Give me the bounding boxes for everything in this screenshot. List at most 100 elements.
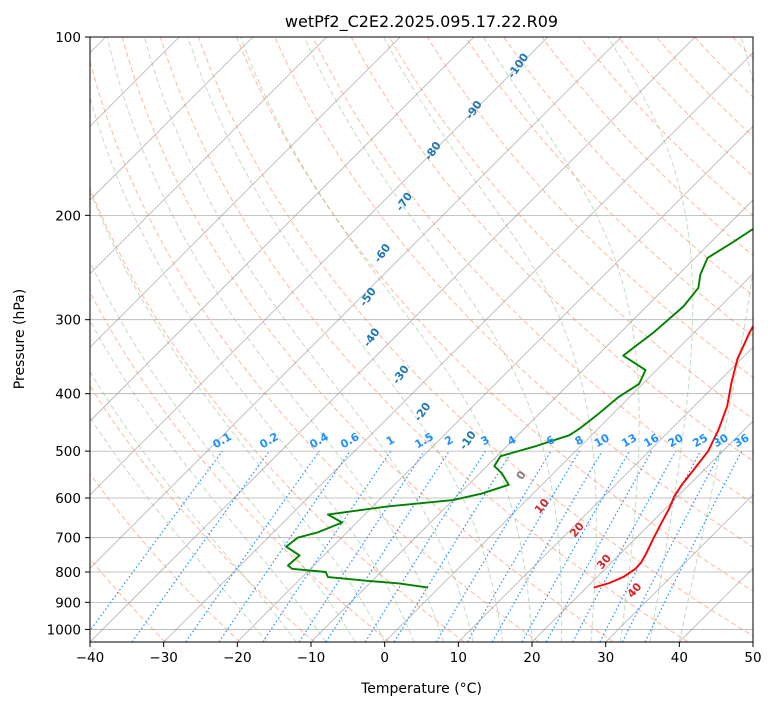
mixing-ratio-line — [131, 450, 270, 642]
x-tick-label: −30 — [149, 650, 178, 666]
mixing-ratio-line — [218, 450, 351, 642]
isotherm-line — [310, 199, 753, 642]
isotherm-line — [90, 37, 548, 496]
isotherm-line — [163, 52, 753, 642]
moist-adiabat-line — [90, 416, 268, 642]
y-tick-label: 900 — [55, 595, 81, 611]
isotherm-line — [384, 273, 753, 642]
isotherm-line — [90, 37, 327, 275]
mixing-ratio-line — [185, 450, 320, 642]
mixing-ratio-line — [393, 450, 513, 642]
moist-adiabat-label: 20 — [567, 520, 587, 540]
dry-adiabat-label: -40 — [361, 325, 383, 349]
mixing-ratio-line — [644, 450, 743, 642]
isotherm-line — [752, 641, 753, 642]
dry-adiabat-label: 0 — [514, 468, 529, 482]
sounding-series — [285, 227, 753, 589]
x-tick-label: −10 — [297, 650, 326, 666]
mixing-ratio-label: 3 — [479, 433, 492, 448]
x-tick-label: 10 — [450, 650, 467, 666]
isotherm-line — [90, 37, 401, 348]
dry-adiabat-line — [465, 37, 753, 337]
dry-adiabat-line — [236, 37, 753, 592]
dry-adiabat-line — [503, 37, 753, 297]
mixing-ratio-label: 0.2 — [257, 430, 280, 451]
y-tick-label: 800 — [55, 565, 81, 581]
isotherm-line — [531, 420, 753, 642]
moist-adiabat-line — [239, 37, 533, 642]
isobar-gridlines — [90, 37, 753, 630]
moist-adiabat-line — [482, 37, 640, 642]
moist-adiabat-line — [106, 37, 445, 642]
moist-adiabat-line — [90, 96, 415, 642]
moist-adiabat-line — [90, 370, 297, 642]
x-tick-label: 50 — [744, 650, 761, 666]
dry-adiabat-line — [350, 37, 753, 462]
dry-adiabat-line — [90, 186, 465, 642]
mixing-ratio-line — [521, 450, 631, 642]
y-tick-label: 100 — [55, 30, 81, 46]
dry-adiabat-line — [579, 37, 753, 217]
x-axis-label: Temperature (°C) — [360, 681, 482, 697]
x-tick-label: 40 — [671, 650, 688, 666]
mixing-ratio-label: 13 — [619, 431, 639, 450]
skewed-isotherms — [90, 37, 753, 642]
y-tick-label: 300 — [55, 313, 81, 329]
dry-adiabat-label: -20 — [411, 400, 433, 424]
moist-adiabat-line — [607, 37, 694, 642]
mixing-ratio-label: 25 — [690, 431, 710, 450]
isotherm-line — [90, 37, 622, 569]
mixing-ratio-label: 0.4 — [307, 430, 331, 451]
y-tick-label: 600 — [55, 491, 81, 507]
dry-adiabat-label: -50 — [357, 285, 379, 309]
isotherm-line — [90, 37, 475, 422]
y-tick-label: 1000 — [47, 622, 81, 638]
x-tick-label: −20 — [223, 650, 252, 666]
dry-adiabat-label: -70 — [393, 190, 415, 214]
dry-adiabat-line — [771, 37, 775, 642]
moist-adiabats — [90, 37, 753, 642]
mixing-ratio-label: 10 — [592, 431, 612, 450]
moist-adiabat-line — [383, 37, 597, 642]
moist-adiabat-label: 10 — [532, 496, 552, 516]
isotherm-line — [237, 125, 753, 642]
mixing-ratio-label: 16 — [641, 431, 661, 450]
y-tick-label: 400 — [55, 387, 81, 403]
isotherm-line — [679, 567, 753, 642]
dry-adiabat-line — [90, 384, 316, 642]
y-tick-label: 200 — [55, 208, 81, 224]
mixing-ratio-label: 1 — [384, 433, 397, 448]
dry-adiabat-label: -60 — [371, 241, 393, 265]
dry-adiabat-line — [312, 37, 753, 505]
dry-adiabat-line — [732, 37, 753, 59]
mixing-ratio-label: 30 — [711, 431, 731, 450]
plot-frame — [89, 36, 754, 643]
isotherm-line — [458, 346, 753, 642]
mixing-ratio-label: 0.1 — [210, 430, 233, 451]
moist-adiabat-line — [303, 37, 563, 642]
x-tick-label: 20 — [523, 650, 540, 666]
dry-adiabat-line — [90, 472, 241, 642]
dry-adiabat-line — [159, 37, 689, 642]
x-axis: −40 −30 −20 −10 0 10 20 30 40 50 — [76, 642, 762, 666]
mixing-ratio-lines — [90, 450, 743, 642]
x-tick-label: 30 — [597, 650, 614, 666]
mixing-ratio-line — [262, 450, 392, 642]
moist-adiabat-line — [90, 319, 327, 642]
dry-adiabat-line — [121, 37, 614, 642]
mixing-ratio-line — [364, 450, 486, 642]
mixing-ratio-line — [298, 450, 425, 642]
isotherm-line — [605, 494, 753, 642]
isotherm-line — [90, 37, 254, 201]
moist-adiabat-line — [90, 260, 356, 642]
mixing-ratio-label: 36 — [732, 431, 752, 450]
dry-adiabat-label: -100 — [505, 51, 532, 81]
temperature-profile-line — [593, 324, 753, 589]
dry-adiabat-line — [90, 59, 540, 642]
mixing-ratio-line — [545, 450, 653, 642]
dewpoint-profile-line — [285, 227, 753, 589]
mixing-ratio-line — [325, 450, 450, 642]
mixing-ratio-line — [90, 450, 223, 632]
dry-adiabat-line — [274, 37, 753, 548]
dry-adiabat-line — [426, 37, 753, 378]
